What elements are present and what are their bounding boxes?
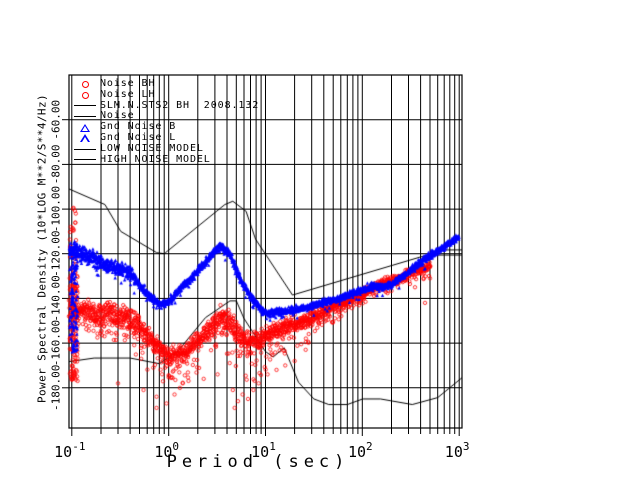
legend-label: Gnd Noise L [100, 131, 177, 143]
legend-label: Noise BH [100, 78, 156, 89]
black-line-marker-icon [70, 148, 100, 150]
legend-item-high-noise-model: HIGH NOISE MODEL [70, 153, 259, 166]
black-line-marker-icon [70, 116, 100, 118]
legend-item-gnd-noise-l: Gnd Noise L [70, 131, 259, 144]
legend-label: Noise LH [100, 88, 156, 100]
station-title: SLM.N.STS2 BH 2008.132 [100, 99, 260, 111]
legend-label: HIGH NOISE MODEL [100, 153, 211, 165]
red-circle-marker-icon [70, 80, 100, 88]
black-line-marker-icon [70, 159, 100, 161]
legend-item-gnd-noise-b: Gnd Noise B [70, 121, 259, 133]
black-line-marker-icon [70, 105, 100, 107]
blue-triangle-marker-icon [70, 123, 100, 132]
legend-item-noise-bh: Noise BH [70, 78, 259, 90]
legend-label: Gnd Noise B [100, 121, 177, 133]
legend-label: LOW NOISE MODEL [100, 142, 204, 154]
chart-legend: Noise BH Noise LH SLM.N.STS2 BH 2008.132… [70, 78, 260, 166]
y-axis-title: Power Spectral Density (10*LOG M**2/S**4… [35, 94, 49, 403]
red-circle-marker-icon [70, 91, 100, 99]
legend-item-station-title: SLM.N.STS2 BH 2008.132 [70, 99, 260, 112]
legend-label: Noise [100, 110, 135, 122]
legend-item-noise-lh: Noise LH [70, 88, 259, 101]
x-axis-title: Period (sec) [166, 452, 350, 472]
blue-triangle-marker-icon [70, 134, 100, 143]
legend-item-low-noise-model: LOW NOISE MODEL [70, 142, 259, 155]
legend-item-noise: Noise [70, 111, 259, 122]
